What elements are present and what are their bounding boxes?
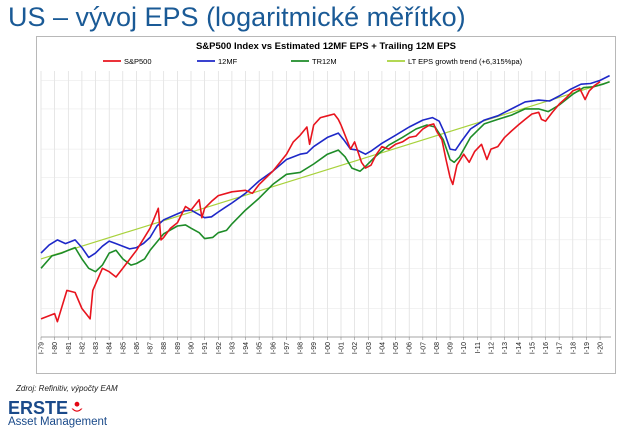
x-tick-label: I-83 [93,342,100,354]
x-tick-label: I-93 [229,342,236,354]
x-tick-label: I-08 [434,342,441,354]
x-tick-label: I-95 [257,342,264,354]
x-tick-label: I-15 [529,342,536,354]
logo-subtitle: Asset Management [8,416,108,428]
legend-item: LT EPS growth trend (+6,315%pa) [387,57,523,66]
x-tick-label: I-06 [407,342,414,354]
series-line-3 [40,80,610,273]
x-tick-label: I-87 [148,342,155,354]
chart-frame: S&P500 Index vs Estimated 12MF EPS + Tra… [36,36,616,374]
x-tick-label: I-80 [52,342,59,354]
x-tick-label: I-90 [189,342,196,354]
chart-svg: S&P500 Index vs Estimated 12MF EPS + Tra… [39,41,611,354]
x-tick-label: I-89 [175,342,182,354]
x-tick-label: I-20 [598,342,605,354]
source-note: Zdroj: Refinitiv, výpočty EAM [16,384,118,393]
company-logo: ERSTE Asset Management [8,398,107,428]
x-tick-label: I-03 [366,342,373,354]
x-tick-label: I-05 [393,342,400,354]
legend-label: TR12M [312,57,337,66]
x-axis: I-79 I-80 I-81 I-82 I-83 I-84 I-85 I-86 I-87 I-88… [39,336,611,354]
x-tick-label: I-02 [352,342,359,354]
x-tick-label: I-88 [161,342,168,354]
x-tick-label: I-18 [570,342,577,354]
erste-s-icon [71,401,83,412]
legend-item: S&P500 [103,57,152,66]
series-line-2 [40,74,610,259]
legend-item: 12MF [197,57,238,66]
series-line-4 [40,81,610,260]
x-tick-label: I-12 [489,342,496,354]
x-tick-label: I-92 [216,342,223,354]
x-tick-label: I-11 [475,342,482,354]
x-tick-label: I-07 [420,342,427,354]
x-tick-label: I-98 [298,342,305,354]
x-tick-label: I-16 [543,342,550,354]
x-tick-label: I-09 [448,342,455,354]
chart-legend: S&P500 12MF TR12M LT EPS growth trend (+6,3… [103,57,523,66]
x-tick-label: I-19 [584,342,591,354]
x-tick-label: I-14 [516,342,523,354]
x-tick-label: I-97 [284,342,291,354]
x-tick-label: I-86 [134,342,141,354]
x-tick-label: I-13 [502,342,509,354]
legend-label: LT EPS growth trend (+6,315%pa) [408,57,523,66]
x-tick-label: I-85 [120,342,127,354]
x-tick-label: I-10 [461,342,468,354]
x-tick-label: I-91 [202,342,209,354]
x-tick-label: I-84 [107,342,114,354]
x-tick-label: I-94 [243,342,250,354]
x-tick-label: I-01 [339,342,346,354]
x-tick-label: I-99 [311,342,318,354]
legend-item: TR12M [291,57,337,66]
x-tick-label: I-17 [557,342,564,354]
logo-name: ERSTE [8,398,69,418]
x-tick-label: I-81 [66,342,73,354]
x-tick-label: I-96 [270,342,277,354]
x-tick-label: I-00 [325,342,332,354]
x-tick-label: I-82 [79,342,86,354]
series-line-1 [40,81,601,323]
legend-label: 12MF [218,57,238,66]
legend-label: S&P500 [124,57,152,66]
x-tick-label: I-79 [39,342,46,354]
chart-title: S&P500 Index vs Estimated 12MF EPS + Tra… [196,41,456,52]
slide-title: US – vývoj EPS (logaritmické měřítko) [8,2,466,32]
x-tick-label: I-04 [379,342,386,354]
plot-area [40,71,611,337]
